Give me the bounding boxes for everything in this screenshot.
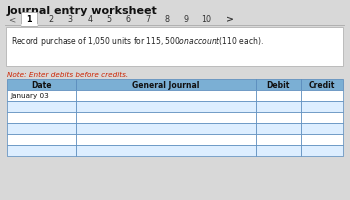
FancyBboxPatch shape — [76, 112, 256, 123]
Text: 3: 3 — [68, 15, 72, 24]
FancyBboxPatch shape — [7, 91, 76, 101]
Text: 5: 5 — [106, 15, 112, 24]
FancyBboxPatch shape — [21, 13, 37, 27]
Text: 2: 2 — [48, 15, 54, 24]
Text: 1: 1 — [26, 15, 32, 24]
FancyBboxPatch shape — [256, 145, 301, 156]
FancyBboxPatch shape — [7, 145, 76, 156]
FancyBboxPatch shape — [76, 134, 256, 145]
FancyBboxPatch shape — [301, 145, 343, 156]
FancyBboxPatch shape — [76, 145, 256, 156]
FancyBboxPatch shape — [76, 80, 256, 91]
FancyBboxPatch shape — [7, 134, 76, 145]
Text: 4: 4 — [88, 15, 92, 24]
FancyBboxPatch shape — [301, 123, 343, 134]
FancyBboxPatch shape — [256, 91, 301, 101]
FancyBboxPatch shape — [76, 101, 256, 112]
Text: >: > — [226, 15, 234, 24]
Text: Note: Enter debits before credits.: Note: Enter debits before credits. — [7, 72, 128, 78]
FancyBboxPatch shape — [256, 101, 301, 112]
FancyBboxPatch shape — [7, 112, 76, 123]
Text: Date: Date — [31, 81, 52, 90]
Text: <: < — [8, 15, 16, 24]
Text: January 03: January 03 — [10, 93, 49, 99]
FancyBboxPatch shape — [6, 28, 343, 67]
Text: 6: 6 — [126, 15, 131, 24]
FancyBboxPatch shape — [7, 80, 76, 91]
Text: Journal entry worksheet: Journal entry worksheet — [7, 6, 158, 16]
FancyBboxPatch shape — [301, 101, 343, 112]
FancyBboxPatch shape — [7, 123, 76, 134]
Text: 7: 7 — [146, 15, 150, 24]
FancyBboxPatch shape — [301, 80, 343, 91]
FancyBboxPatch shape — [301, 134, 343, 145]
FancyBboxPatch shape — [301, 91, 343, 101]
Text: Debit: Debit — [267, 81, 290, 90]
FancyBboxPatch shape — [256, 123, 301, 134]
FancyBboxPatch shape — [256, 112, 301, 123]
FancyBboxPatch shape — [301, 112, 343, 123]
FancyBboxPatch shape — [76, 91, 256, 101]
FancyBboxPatch shape — [256, 80, 301, 91]
FancyBboxPatch shape — [76, 123, 256, 134]
Text: 9: 9 — [183, 15, 189, 24]
FancyBboxPatch shape — [7, 101, 76, 112]
Text: 8: 8 — [164, 15, 169, 24]
Text: Credit: Credit — [309, 81, 335, 90]
Text: 10: 10 — [201, 15, 211, 24]
FancyBboxPatch shape — [256, 134, 301, 145]
Text: General Journal: General Journal — [132, 81, 199, 90]
Text: Record purchase of 1,050 units for $115,500 on account ($110 each).: Record purchase of 1,050 units for $115,… — [11, 35, 264, 48]
